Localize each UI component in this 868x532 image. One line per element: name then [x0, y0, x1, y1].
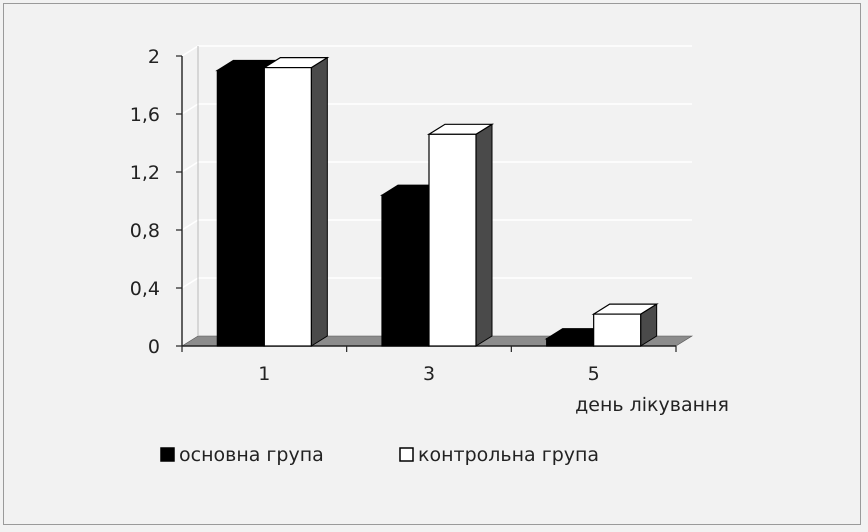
- legend-item: контрольна група: [399, 444, 599, 466]
- bars: [215, 56, 659, 347]
- y-tick-label: 2: [148, 46, 160, 68]
- legend-item: основна група: [160, 444, 324, 466]
- bar: [591, 303, 659, 347]
- x-tick-label: 1: [258, 363, 270, 385]
- y-tick-label: 0,4: [130, 278, 160, 300]
- legend: основна група контрольна група: [160, 444, 599, 466]
- legend-swatch: [399, 447, 414, 462]
- bar: [262, 56, 330, 347]
- y-tick-label: 0: [148, 336, 160, 358]
- y-tick-label: 0,8: [130, 220, 160, 242]
- y-tick-labels: 0 0,4 0,8 1,2 1,6 2: [130, 46, 160, 358]
- x-tick-label: 3: [423, 363, 435, 385]
- gridline: [181, 45, 692, 57]
- x-axis-title: день лікування: [575, 394, 729, 416]
- y-tick-label: 1,6: [130, 104, 160, 126]
- legend-label: контрольна група: [418, 444, 599, 466]
- x-tick-label: 5: [588, 363, 600, 385]
- legend-swatch: [160, 447, 175, 462]
- bar: [426, 123, 495, 347]
- legend-label: основна група: [179, 444, 324, 466]
- y-tick-label: 1,2: [130, 162, 160, 184]
- x-tick-labels: 1 3 5: [258, 363, 599, 385]
